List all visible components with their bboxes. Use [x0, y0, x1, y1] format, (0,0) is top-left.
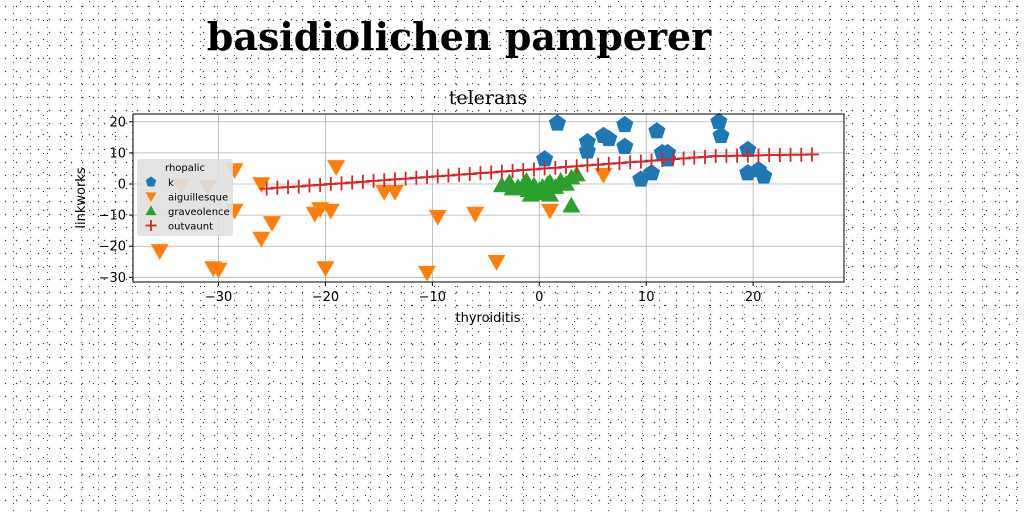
- legend-label: k: [168, 178, 174, 189]
- y-tick-label: 20: [109, 115, 126, 130]
- data-point: [355, 174, 370, 189]
- data-point: [710, 112, 728, 130]
- data-point: [462, 167, 477, 182]
- data-point: [548, 114, 567, 131]
- data-point: [712, 126, 730, 144]
- legend-item: aiguillesque: [145, 192, 228, 204]
- x-tick-label: −30: [205, 290, 232, 305]
- plot-area: [133, 114, 844, 282]
- series-outvaunt: [259, 147, 819, 196]
- data-point: [655, 153, 670, 168]
- chart-title: telerans: [449, 87, 528, 109]
- legend-marker: [145, 192, 157, 202]
- legend-box: [137, 159, 233, 236]
- data-point: [441, 168, 456, 183]
- data-point: [600, 129, 618, 147]
- legend-item: outvaunt: [145, 220, 213, 233]
- data-point: [377, 173, 392, 188]
- data-point: [567, 165, 586, 182]
- data-point: [755, 167, 773, 184]
- data-point: [418, 265, 437, 282]
- plot-frame: [132, 113, 845, 283]
- data-point: [642, 164, 661, 181]
- data-point: [262, 216, 281, 232]
- data-point: [252, 231, 271, 248]
- data-point: [259, 181, 274, 196]
- data-point: [578, 133, 596, 150]
- data-point: [548, 160, 563, 175]
- legend: rhopalic k aiguillesque graveolence outvaun…: [137, 159, 233, 236]
- data-point: [420, 170, 435, 185]
- data-point: [291, 179, 306, 194]
- y-tick-label: −10: [99, 209, 126, 224]
- data-point: [633, 154, 648, 169]
- data-point: [616, 137, 634, 154]
- x-tick-label: 0: [535, 290, 543, 305]
- data-point: [252, 177, 271, 193]
- legend-marker: [145, 220, 157, 231]
- data-point: [659, 143, 677, 161]
- legend-label: aiguillesque: [168, 193, 228, 204]
- data-point: [327, 160, 346, 176]
- y-tick-label: −20: [99, 240, 126, 255]
- y-axis-label: linkworks: [74, 167, 89, 228]
- series-k: [536, 112, 773, 187]
- data-point: [562, 196, 581, 213]
- data-point: [385, 185, 404, 201]
- legend-marker: [145, 176, 157, 187]
- y-tick-label: 10: [109, 146, 126, 161]
- axis-ticks: −30 −20 −10 0 10 20 −30 −20 −10 0 10 20: [99, 115, 762, 305]
- legend-item: k: [145, 176, 174, 189]
- data-point: [209, 262, 228, 279]
- x-tick-label: 10: [638, 290, 655, 305]
- data-point: [398, 171, 413, 186]
- data-point: [578, 142, 596, 159]
- data-point: [487, 255, 506, 271]
- data-point: [616, 115, 634, 133]
- x-tick-label: 20: [745, 290, 762, 305]
- legend-title: rhopalic: [165, 163, 205, 174]
- data-point: [612, 156, 627, 171]
- data-point: [150, 244, 169, 260]
- data-point: [569, 159, 584, 174]
- legend-marker: [145, 205, 157, 216]
- data-point: [540, 203, 559, 220]
- data-point: [313, 177, 328, 192]
- legend-label: outvaunt: [168, 222, 213, 233]
- data-point: [334, 176, 349, 191]
- data-point: [484, 165, 499, 180]
- data-point: [466, 206, 485, 223]
- data-point: [321, 203, 340, 220]
- data-point: [538, 175, 557, 191]
- data-point: [676, 151, 691, 166]
- data-point: [594, 167, 613, 184]
- x-tick-label: −10: [419, 290, 446, 305]
- legend-item: graveolence: [145, 205, 230, 218]
- legend-label: graveolence: [168, 207, 230, 218]
- series-graveolence: [492, 165, 586, 213]
- data-point: [591, 157, 606, 172]
- y-tick-label: −30: [99, 271, 126, 286]
- data-point: [698, 149, 713, 164]
- x-axis-label: thyroiditis: [456, 311, 521, 326]
- data-point: [505, 163, 520, 178]
- data-point: [536, 150, 554, 167]
- data-point: [804, 147, 819, 162]
- data-marks: [150, 112, 819, 282]
- data-point: [428, 209, 447, 226]
- data-point: [521, 185, 540, 202]
- data-point: [526, 162, 541, 177]
- figure-title: basidiolichen pamperer: [206, 14, 712, 59]
- x-tick-label: −20: [312, 290, 339, 305]
- data-point: [648, 122, 666, 139]
- y-tick-label: 0: [118, 178, 126, 193]
- data-point: [316, 261, 335, 277]
